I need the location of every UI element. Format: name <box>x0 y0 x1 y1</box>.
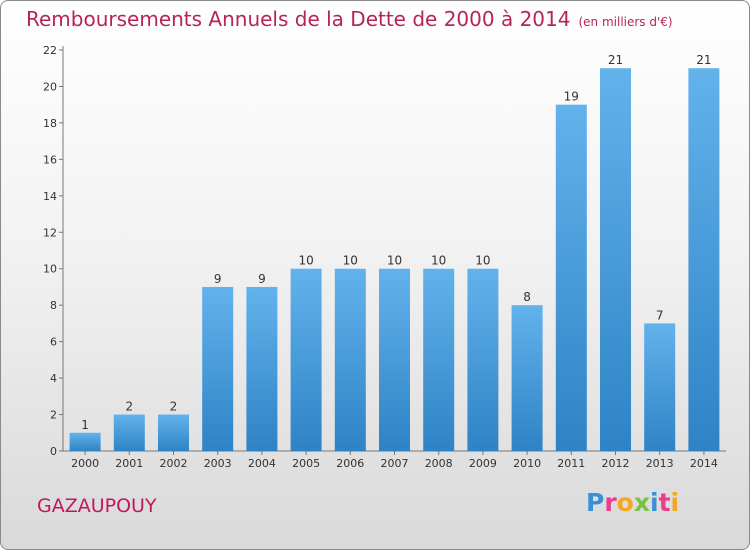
data-labels: 1 2 2 9 9 10 10 10 10 10 8 19 21 7 21 <box>81 53 711 432</box>
x-tick-label: 2011 <box>557 457 585 470</box>
bar <box>644 323 676 451</box>
x-tick-label: 2008 <box>425 457 453 470</box>
x-tick-label: 2004 <box>248 457 276 470</box>
bar <box>202 286 234 451</box>
bar <box>290 268 322 451</box>
y-tick-label: 8 <box>50 299 57 312</box>
chart-subtitle: (en milliers d'€) <box>578 15 673 29</box>
data-label: 10 <box>298 254 313 268</box>
bar <box>334 268 366 451</box>
brand-letter: i <box>670 488 680 517</box>
data-label: 2 <box>125 400 133 414</box>
x-tick-label: 2006 <box>336 457 364 470</box>
bar <box>158 414 189 451</box>
y-tick-label: 6 <box>50 336 57 349</box>
bar <box>246 286 278 451</box>
y-tick-label: 22 <box>43 44 57 57</box>
chart-title: Remboursements Annuels de la Dette de 20… <box>26 7 673 31</box>
data-label: 9 <box>258 272 266 286</box>
bar <box>467 268 499 451</box>
bar <box>113 414 145 451</box>
x-tick-label: 2007 <box>381 457 409 470</box>
data-label: 8 <box>523 290 531 304</box>
brand-letter: t <box>658 488 671 517</box>
y-tick-label: 14 <box>43 190 57 203</box>
x-tick-label: 2012 <box>602 457 630 470</box>
proxiti-logo: Proxiti <box>586 488 679 517</box>
data-label: 19 <box>564 90 579 104</box>
x-tick-label: 2001 <box>115 457 143 470</box>
y-tick-label: 0 <box>50 445 57 458</box>
bar <box>379 268 410 451</box>
y-tick-label: 20 <box>43 80 57 93</box>
y-tick-label: 4 <box>50 372 57 385</box>
brand-letter: P <box>586 488 605 517</box>
bar <box>600 68 631 452</box>
x-tick-label: 2014 <box>690 457 718 470</box>
data-label: 21 <box>608 53 623 67</box>
bar <box>688 68 720 452</box>
data-label: 2 <box>170 400 178 414</box>
x-tick-label: 2010 <box>513 457 541 470</box>
x-tick-label: 2005 <box>292 457 320 470</box>
data-label: 10 <box>475 254 490 268</box>
bar <box>423 268 455 451</box>
data-label: 10 <box>343 254 358 268</box>
brand-letter: x <box>633 488 650 517</box>
bar <box>511 305 543 451</box>
x-tick-label: 2000 <box>71 457 99 470</box>
brand-letter: i <box>650 488 659 517</box>
brand-letter: r <box>604 488 617 517</box>
x-tick-label: 2013 <box>646 457 674 470</box>
y-tick-label: 10 <box>43 263 57 276</box>
data-label: 10 <box>431 254 446 268</box>
commune-name: GAZAUPOUY <box>37 495 157 517</box>
data-label: 1 <box>81 418 89 432</box>
x-tick-label: 2002 <box>160 457 188 470</box>
bars <box>69 68 720 452</box>
data-label: 7 <box>656 308 664 322</box>
data-label: 21 <box>696 53 711 67</box>
data-label: 9 <box>214 272 222 286</box>
y-tick-label: 16 <box>43 153 57 166</box>
bar <box>555 104 587 451</box>
data-label: 10 <box>387 254 402 268</box>
x-tick-label: 2003 <box>204 457 232 470</box>
y-tick-label: 2 <box>50 409 57 422</box>
brand-letter: o <box>616 488 634 517</box>
x-tick-label: 2009 <box>469 457 497 470</box>
y-tick-label: 18 <box>43 117 57 130</box>
bar <box>69 432 101 451</box>
y-tick-label: 12 <box>43 226 57 239</box>
chart-title-text: Remboursements Annuels de la Dette de 20… <box>26 7 571 31</box>
